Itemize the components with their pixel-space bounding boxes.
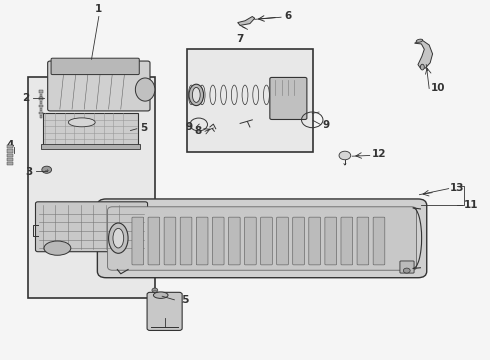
Text: 1: 1 — [95, 4, 102, 14]
Ellipse shape — [69, 118, 95, 127]
Ellipse shape — [44, 241, 71, 255]
Bar — [40, 115, 42, 118]
FancyBboxPatch shape — [98, 199, 427, 278]
FancyBboxPatch shape — [309, 217, 320, 265]
Ellipse shape — [420, 64, 424, 70]
Text: 5: 5 — [140, 123, 147, 133]
Text: 15: 15 — [176, 295, 190, 305]
FancyBboxPatch shape — [180, 217, 192, 265]
Text: 8: 8 — [195, 126, 202, 136]
Bar — [7, 158, 13, 161]
Text: 12: 12 — [372, 149, 386, 159]
Bar — [28, 77, 155, 298]
Bar — [40, 108, 42, 111]
FancyBboxPatch shape — [196, 217, 208, 265]
Text: 10: 10 — [431, 83, 445, 93]
FancyBboxPatch shape — [357, 217, 369, 265]
Text: 9: 9 — [323, 120, 330, 130]
Bar — [7, 162, 13, 166]
Text: 4: 4 — [6, 140, 14, 150]
Text: 7: 7 — [237, 34, 244, 44]
Text: 14: 14 — [152, 320, 167, 330]
Bar — [40, 94, 42, 97]
FancyBboxPatch shape — [48, 61, 150, 111]
Ellipse shape — [153, 292, 168, 298]
Ellipse shape — [189, 84, 203, 105]
FancyBboxPatch shape — [270, 77, 307, 120]
Bar — [40, 101, 42, 104]
Bar — [7, 149, 13, 153]
FancyBboxPatch shape — [108, 207, 416, 270]
Polygon shape — [238, 17, 255, 26]
FancyBboxPatch shape — [400, 261, 414, 273]
FancyBboxPatch shape — [164, 217, 176, 265]
Ellipse shape — [109, 223, 128, 253]
Polygon shape — [415, 40, 433, 68]
FancyBboxPatch shape — [293, 217, 304, 265]
FancyBboxPatch shape — [277, 217, 288, 265]
Circle shape — [42, 166, 51, 173]
Circle shape — [152, 288, 158, 292]
Bar — [7, 145, 13, 148]
FancyBboxPatch shape — [148, 217, 160, 265]
FancyBboxPatch shape — [341, 217, 353, 265]
Text: 3: 3 — [26, 167, 33, 176]
Text: 2: 2 — [23, 94, 30, 103]
FancyBboxPatch shape — [132, 217, 144, 265]
FancyBboxPatch shape — [261, 217, 272, 265]
Text: 13: 13 — [450, 183, 464, 193]
FancyBboxPatch shape — [245, 217, 256, 265]
Text: 6: 6 — [284, 11, 291, 21]
FancyBboxPatch shape — [212, 217, 224, 265]
Ellipse shape — [416, 39, 423, 42]
FancyBboxPatch shape — [147, 292, 182, 330]
Ellipse shape — [113, 228, 123, 248]
Ellipse shape — [193, 87, 200, 102]
Bar — [7, 154, 13, 157]
Bar — [39, 104, 43, 107]
Bar — [187, 49, 313, 152]
Bar — [39, 98, 43, 100]
FancyBboxPatch shape — [51, 58, 139, 75]
FancyBboxPatch shape — [325, 217, 337, 265]
FancyBboxPatch shape — [228, 217, 240, 265]
Text: 9: 9 — [186, 122, 193, 132]
Circle shape — [403, 268, 410, 273]
Bar — [41, 144, 140, 149]
FancyBboxPatch shape — [35, 202, 147, 252]
Bar — [39, 112, 43, 114]
Circle shape — [339, 151, 351, 160]
Bar — [43, 113, 138, 147]
Text: 11: 11 — [464, 201, 479, 210]
FancyBboxPatch shape — [373, 217, 385, 265]
Ellipse shape — [135, 78, 155, 101]
Bar — [39, 90, 43, 93]
